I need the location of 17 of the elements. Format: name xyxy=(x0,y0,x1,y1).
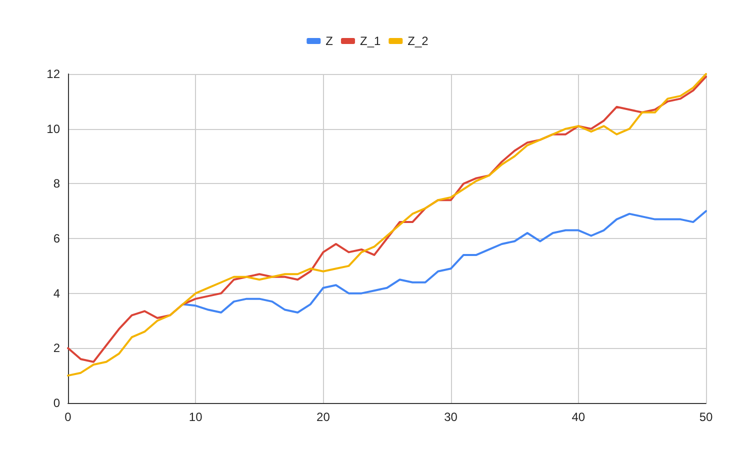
y-tick-label: 10 xyxy=(46,122,60,136)
x-tick-label: 0 xyxy=(64,410,72,424)
x-tick-label: 20 xyxy=(316,410,330,424)
y-tick-label: 6 xyxy=(53,232,60,246)
y-tick-label: 4 xyxy=(53,286,60,300)
x-tick-label: 30 xyxy=(444,410,458,424)
x-tick-label: 50 xyxy=(699,410,713,424)
x-tick-label: 40 xyxy=(572,410,586,424)
y-tick-label: 8 xyxy=(53,176,60,191)
y-tick-label: 0 xyxy=(53,396,60,410)
y-tick-label: 12 xyxy=(46,67,60,81)
y-tick-label: 2 xyxy=(53,341,60,356)
x-tick-label: 10 xyxy=(188,410,203,424)
legend-label: Z_1 xyxy=(360,34,381,48)
legend-label: Z xyxy=(326,34,333,48)
line-series xyxy=(182,210,707,314)
legend-label: Z_2 xyxy=(408,34,429,48)
